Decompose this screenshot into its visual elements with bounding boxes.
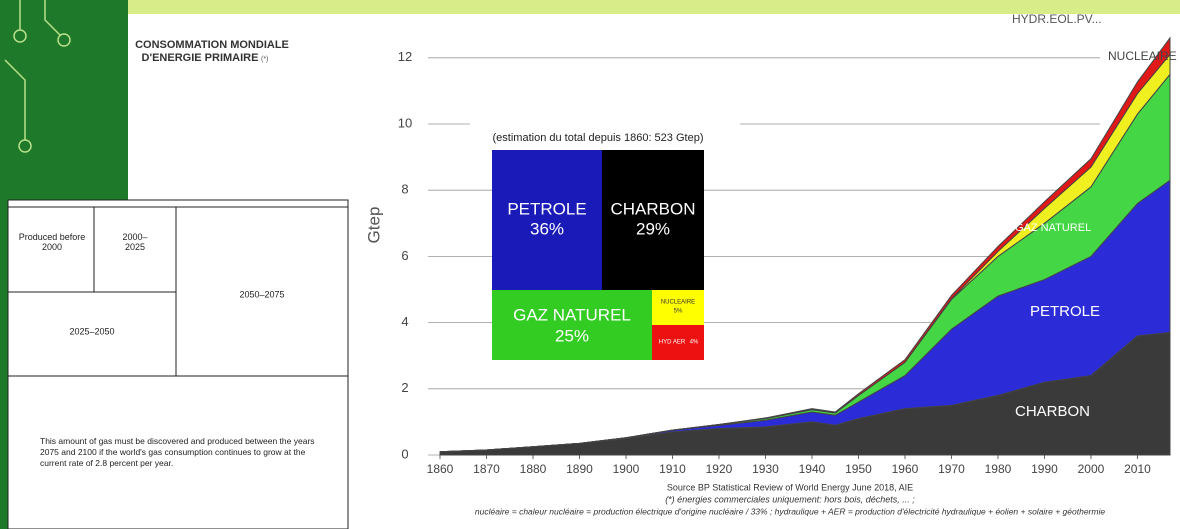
- y-tick-label: 10: [398, 115, 412, 130]
- top-band: [128, 0, 1180, 14]
- series-label: NUCLEAIRE: [1108, 49, 1177, 63]
- inset-label: NUCLEAIRE: [661, 300, 695, 306]
- x-tick-label: 1970: [938, 462, 965, 476]
- inset-label: PETROLE: [507, 199, 586, 218]
- x-tick-label: 1860: [427, 462, 454, 476]
- y-tick-label: 6: [401, 248, 408, 263]
- x-tick-label: 1950: [845, 462, 872, 476]
- x-tick-label: 2010: [1124, 462, 1151, 476]
- inset-share: 4%: [690, 340, 699, 346]
- inset-label: CHARBON: [610, 199, 695, 218]
- series-label: PETROLE: [1030, 303, 1100, 320]
- panel-cell: Produced before 2000: [18, 232, 86, 252]
- area: [439, 36, 1171, 453]
- inset-share: 29%: [636, 219, 670, 238]
- series-label: GAZ NATUREL: [1015, 222, 1091, 234]
- inset-cell: [652, 325, 704, 360]
- panel-cell-text: 2050–2075: [239, 289, 284, 299]
- inset-cell: [492, 150, 602, 290]
- inset-share: 36%: [530, 219, 564, 238]
- heading: D'ENERGIE PRIMAIRE: [142, 52, 259, 64]
- panel-frame: [7, 199, 349, 529]
- panel-cell-text: 2000–2025: [122, 232, 148, 252]
- annotation-note: (estimation du total depuis 1860: 523 Gt…: [493, 132, 704, 144]
- inset-share: 25%: [555, 326, 589, 345]
- series-label: HYDR.EOL.PV...: [1012, 12, 1102, 26]
- y-tick-label: 12: [398, 49, 412, 64]
- x-tick-label: 1920: [706, 462, 733, 476]
- panel-cell-text: Produced before 2000: [18, 232, 86, 252]
- y-axis-label: Gtep: [364, 207, 383, 244]
- inset-cell: [602, 150, 704, 290]
- panel-paragraph: This amount of gas must be discovered an…: [40, 436, 315, 468]
- annotation-box: [470, 112, 740, 150]
- x-tick-label: 1910: [659, 462, 686, 476]
- x-tick-label: 2000: [1078, 462, 1105, 476]
- series-label: CHARBON: [1015, 403, 1090, 420]
- source: (*) énergies commerciales uniquement: ho…: [665, 494, 915, 504]
- x-tick-label: 1960: [892, 462, 919, 476]
- inset-cell: [492, 290, 652, 360]
- circuit-decoration: [4, 0, 71, 153]
- y-tick-label: 0: [401, 446, 408, 461]
- source: Source BP Statistical Review of World En…: [667, 482, 913, 492]
- x-tick-label: 1930: [752, 462, 779, 476]
- panel-cell: 2000–2025: [122, 232, 148, 252]
- inset-cell: [652, 290, 704, 325]
- inset: PETROLE 36% CHARBON 29% GAZ NATUREL 25% …: [492, 150, 704, 360]
- heading: CONSOMMATION MONDIALE: [135, 39, 289, 51]
- panel-cell-text: 2025–2050: [69, 326, 114, 336]
- x-tick-label: 1890: [566, 462, 593, 476]
- y-tick-label: 2: [401, 380, 408, 395]
- y-tick-label: 8: [401, 182, 408, 197]
- plot: 0 2 4 6 8 10 12 1860 1870 1880 1890 1900 1910 1920 193…: [398, 12, 1177, 476]
- panel-text: This amount of gas must be discovered an…: [40, 436, 315, 468]
- x-tick-label: 1870: [473, 462, 500, 476]
- heading-note: (*): [261, 56, 268, 63]
- source: nucléaire = chaleur nucléaire = producti…: [475, 506, 1105, 516]
- inset-label: HYD AER: [659, 340, 686, 346]
- x-tick-label: 1880: [520, 462, 547, 476]
- y-tick-label: 4: [401, 314, 408, 329]
- inset-label: GAZ NATUREL: [513, 305, 631, 324]
- panel: Produced before 2000 2000–2025 2050–2075…: [7, 199, 349, 529]
- x-tick-label: 1940: [799, 462, 826, 476]
- x-tick-label: 1990: [1031, 462, 1058, 476]
- x-tick-label: 1980: [985, 462, 1012, 476]
- inset-share: 5%: [674, 309, 683, 315]
- panel-grid: [8, 206, 348, 377]
- x-tick-label: 1900: [613, 462, 640, 476]
